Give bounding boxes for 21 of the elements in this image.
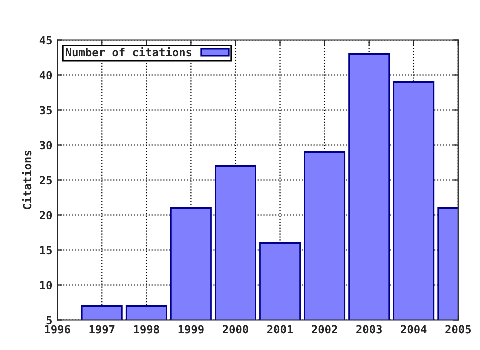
y-tick-label: 30 (40, 141, 52, 150)
y-tick-label: 5 (46, 316, 52, 325)
x-tick-label: 1998 (134, 325, 160, 334)
x-tick-label: 2004 (401, 325, 427, 334)
legend-label: Number of citations (66, 47, 192, 57)
y-tick-label: 40 (40, 71, 52, 80)
y-tick-label: 10 (40, 281, 52, 290)
x-tick-label: 2002 (312, 325, 338, 334)
x-tick-label: 1999 (178, 325, 204, 334)
y-tick-label: 20 (40, 211, 52, 220)
y-tick-label: 35 (40, 106, 52, 115)
x-tick-label: 1997 (90, 325, 115, 334)
x-tick-label: 1996 (45, 325, 70, 334)
x-tick-label: 2001 (268, 325, 294, 334)
x-tick-label: 2003 (356, 325, 382, 334)
y-axis-title: Citations (22, 151, 32, 210)
y-tick-label: 25 (40, 176, 52, 185)
y-tick-label: 45 (40, 36, 52, 45)
x-tick-label: 2000 (222, 325, 248, 334)
x-tick-label: 2005 (446, 325, 472, 334)
y-tick-label: 15 (40, 246, 52, 255)
